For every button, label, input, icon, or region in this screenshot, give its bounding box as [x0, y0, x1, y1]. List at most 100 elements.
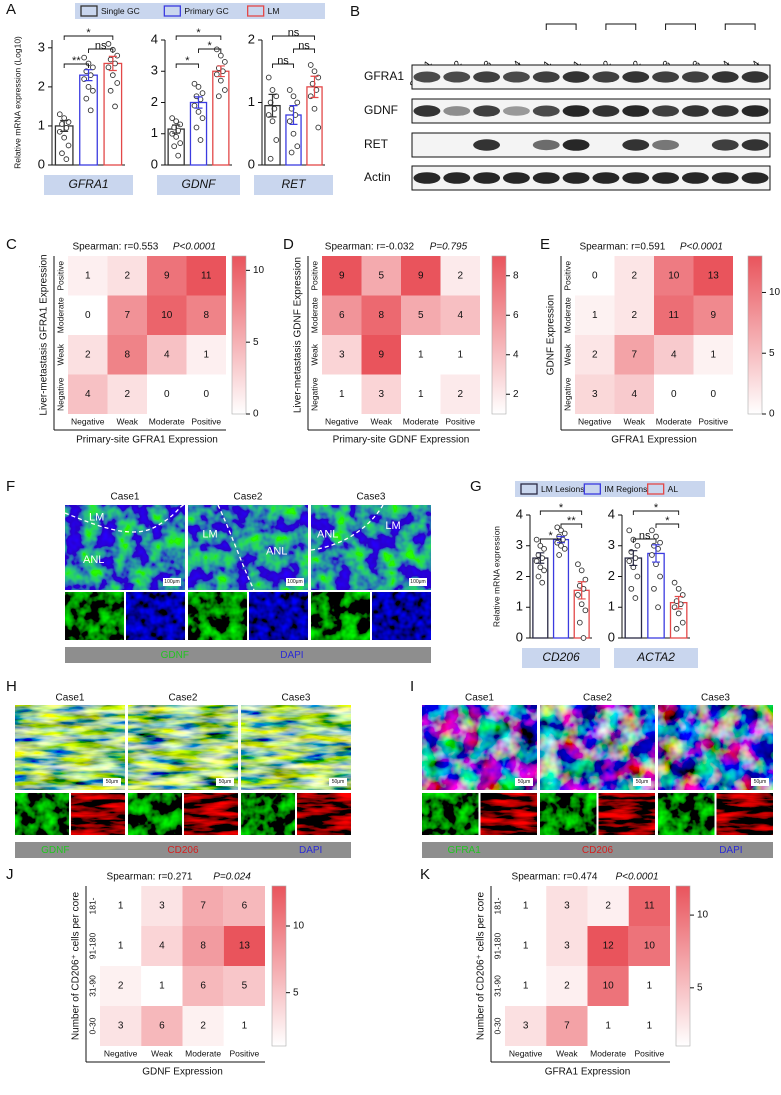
heatmap-cell [107, 295, 147, 335]
row-label: Positive [309, 261, 319, 291]
heatmap-cell [693, 295, 733, 335]
cell-label: 1 [647, 1021, 653, 1032]
scale-bar-box [633, 778, 651, 786]
blot-strip [411, 98, 771, 124]
data-point [675, 585, 682, 592]
cell-label: 0 [592, 270, 598, 281]
data-point [222, 87, 228, 93]
error-bar [310, 75, 319, 99]
cell-label: 10 [644, 941, 656, 952]
data-point [197, 137, 204, 143]
data-point [65, 142, 72, 149]
significance-bracket [175, 63, 199, 68]
legend-label: LM Lesions [541, 484, 584, 494]
row-label: GDNF [364, 103, 398, 117]
y-tick-label: 4 [608, 506, 615, 521]
cell-label: 1 [85, 270, 91, 281]
data-point [213, 71, 220, 78]
col-label: Moderate [403, 416, 439, 426]
y-tick-label: 3 [38, 39, 45, 54]
subplot-title-box [157, 175, 240, 195]
data-point [56, 111, 63, 118]
data-point [199, 90, 206, 96]
significance-label: * [196, 27, 201, 39]
data-point [87, 107, 94, 114]
cell-label: 9 [339, 270, 345, 281]
data-point [675, 610, 682, 617]
colorbar [747, 255, 763, 415]
cell-label: 3 [339, 349, 345, 360]
cell-label: 1 [118, 941, 124, 952]
heatmap-cell [361, 335, 401, 375]
row-label: Moderate [309, 297, 319, 333]
data-point [582, 607, 589, 614]
blot-band [532, 105, 560, 117]
channel-image [249, 592, 308, 640]
y-tick-label: 4 [516, 506, 523, 521]
heatmap-cell [186, 295, 226, 335]
y-tick-label: 0 [248, 156, 255, 171]
data-point [81, 54, 87, 61]
y-tick-label: 0 [516, 629, 523, 644]
blot-band [711, 139, 739, 151]
data-point [578, 567, 585, 574]
cell-label: 4 [671, 349, 677, 360]
error-bar [60, 119, 69, 133]
significance-label: ns [298, 40, 310, 52]
blot-band [413, 105, 441, 117]
data-point [217, 77, 224, 84]
channel-label: DAPI [299, 845, 322, 856]
legend-label: Single GC [101, 6, 140, 16]
legend-box [515, 481, 705, 497]
col-label: Positive [191, 416, 221, 426]
data-point [655, 604, 661, 611]
chart-title: Spearman: r=0.591 [579, 242, 665, 253]
cell-label: 1 [418, 349, 424, 360]
heatmap-cell [587, 926, 629, 966]
channel-image [480, 793, 537, 835]
col-label: Negative [578, 416, 612, 426]
scale-bar-label: 50μm [636, 779, 649, 785]
heatmap-cell [693, 335, 733, 375]
scale-bar-box [216, 778, 234, 786]
y-tick-label: 2 [38, 78, 45, 93]
blot-band [622, 139, 650, 151]
y-axis-label: Relative mRNA expression (Log10) [12, 36, 22, 169]
scale-bar-label: 50μm [106, 779, 119, 785]
cell-label: 10 [603, 981, 615, 992]
heatmap-cell [546, 966, 588, 1006]
cell-label: 3 [118, 1021, 124, 1032]
colorbar-tick-label: 0 [769, 409, 775, 420]
heatmap-cell [182, 1006, 224, 1046]
heatmap-cell [505, 1006, 547, 1046]
error-bar [172, 124, 181, 134]
data-point [193, 124, 200, 131]
row-label: Actin [364, 170, 391, 184]
case-label: Case1 [56, 693, 85, 704]
blot-band [562, 139, 590, 151]
data-point [541, 567, 547, 574]
y-axis-label: Number of CD206⁺ cells per core [476, 892, 487, 1041]
significance-label: ** [72, 55, 81, 67]
data-point [294, 99, 301, 106]
colorbar-tick-label: 6 [513, 310, 519, 321]
heatmap-cell [614, 335, 654, 375]
heatmap-cell [141, 926, 183, 966]
heatmap-cell [693, 374, 733, 414]
legend-box [75, 3, 325, 19]
error-bar [289, 105, 298, 125]
data-point [109, 72, 116, 79]
scale-bar-box [751, 778, 769, 786]
scale-bar-box [515, 778, 533, 786]
heatmap-cell [186, 374, 226, 414]
data-point [112, 103, 118, 110]
error-bar [652, 544, 660, 563]
data-point [315, 124, 322, 131]
data-point [90, 87, 96, 94]
y-tick-label: 2 [248, 31, 255, 46]
heatmap-cell [575, 256, 615, 296]
p-value: P<0.0001 [615, 872, 658, 883]
heatmap-cell [107, 335, 147, 375]
cell-label: 1 [457, 349, 463, 360]
